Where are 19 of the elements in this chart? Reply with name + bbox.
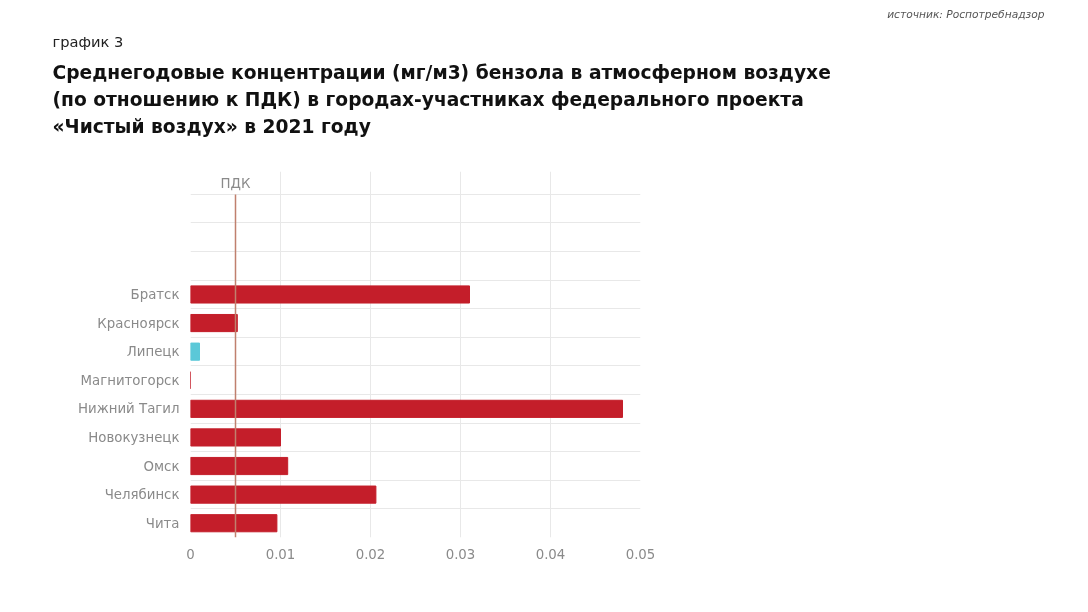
x-tick-label: 0.05 <box>625 546 656 562</box>
x-tick-label: 0.02 <box>355 546 386 562</box>
chart-title: Среднегодовые концентрации (мг/м3) бензола в атмосферном воздухе (по отношению к ПДК) в городах-участниках федерального проекта «Чистый воздух» в 2021 году <box>52 61 831 138</box>
y-tick-label: Магнитогорск <box>80 372 180 388</box>
y-tick-label: Братск <box>130 286 180 302</box>
x-tick-label: 0.04 <box>535 546 566 562</box>
ref-line-label: ПДК <box>220 175 251 191</box>
x-tick-label: 0.03 <box>445 546 476 562</box>
y-tick-label: Омск <box>143 458 180 474</box>
text: источник: Роспотребнадзор <box>887 7 1045 21</box>
chart-subtitle: график 3 <box>52 32 124 50</box>
x-tick-label: 0.01 <box>265 546 296 562</box>
y-tick-label: Чита <box>145 515 180 531</box>
y-tick-label: Красноярск <box>97 315 180 331</box>
y-tick-label: Липецк <box>126 344 180 360</box>
y-tick-label: Нижний Тагил <box>78 401 180 417</box>
y-tick-label: Новокузнецк <box>88 429 180 445</box>
y-tick-label: Челябинск <box>104 487 180 503</box>
x-tick-label: 0 <box>186 546 195 562</box>
